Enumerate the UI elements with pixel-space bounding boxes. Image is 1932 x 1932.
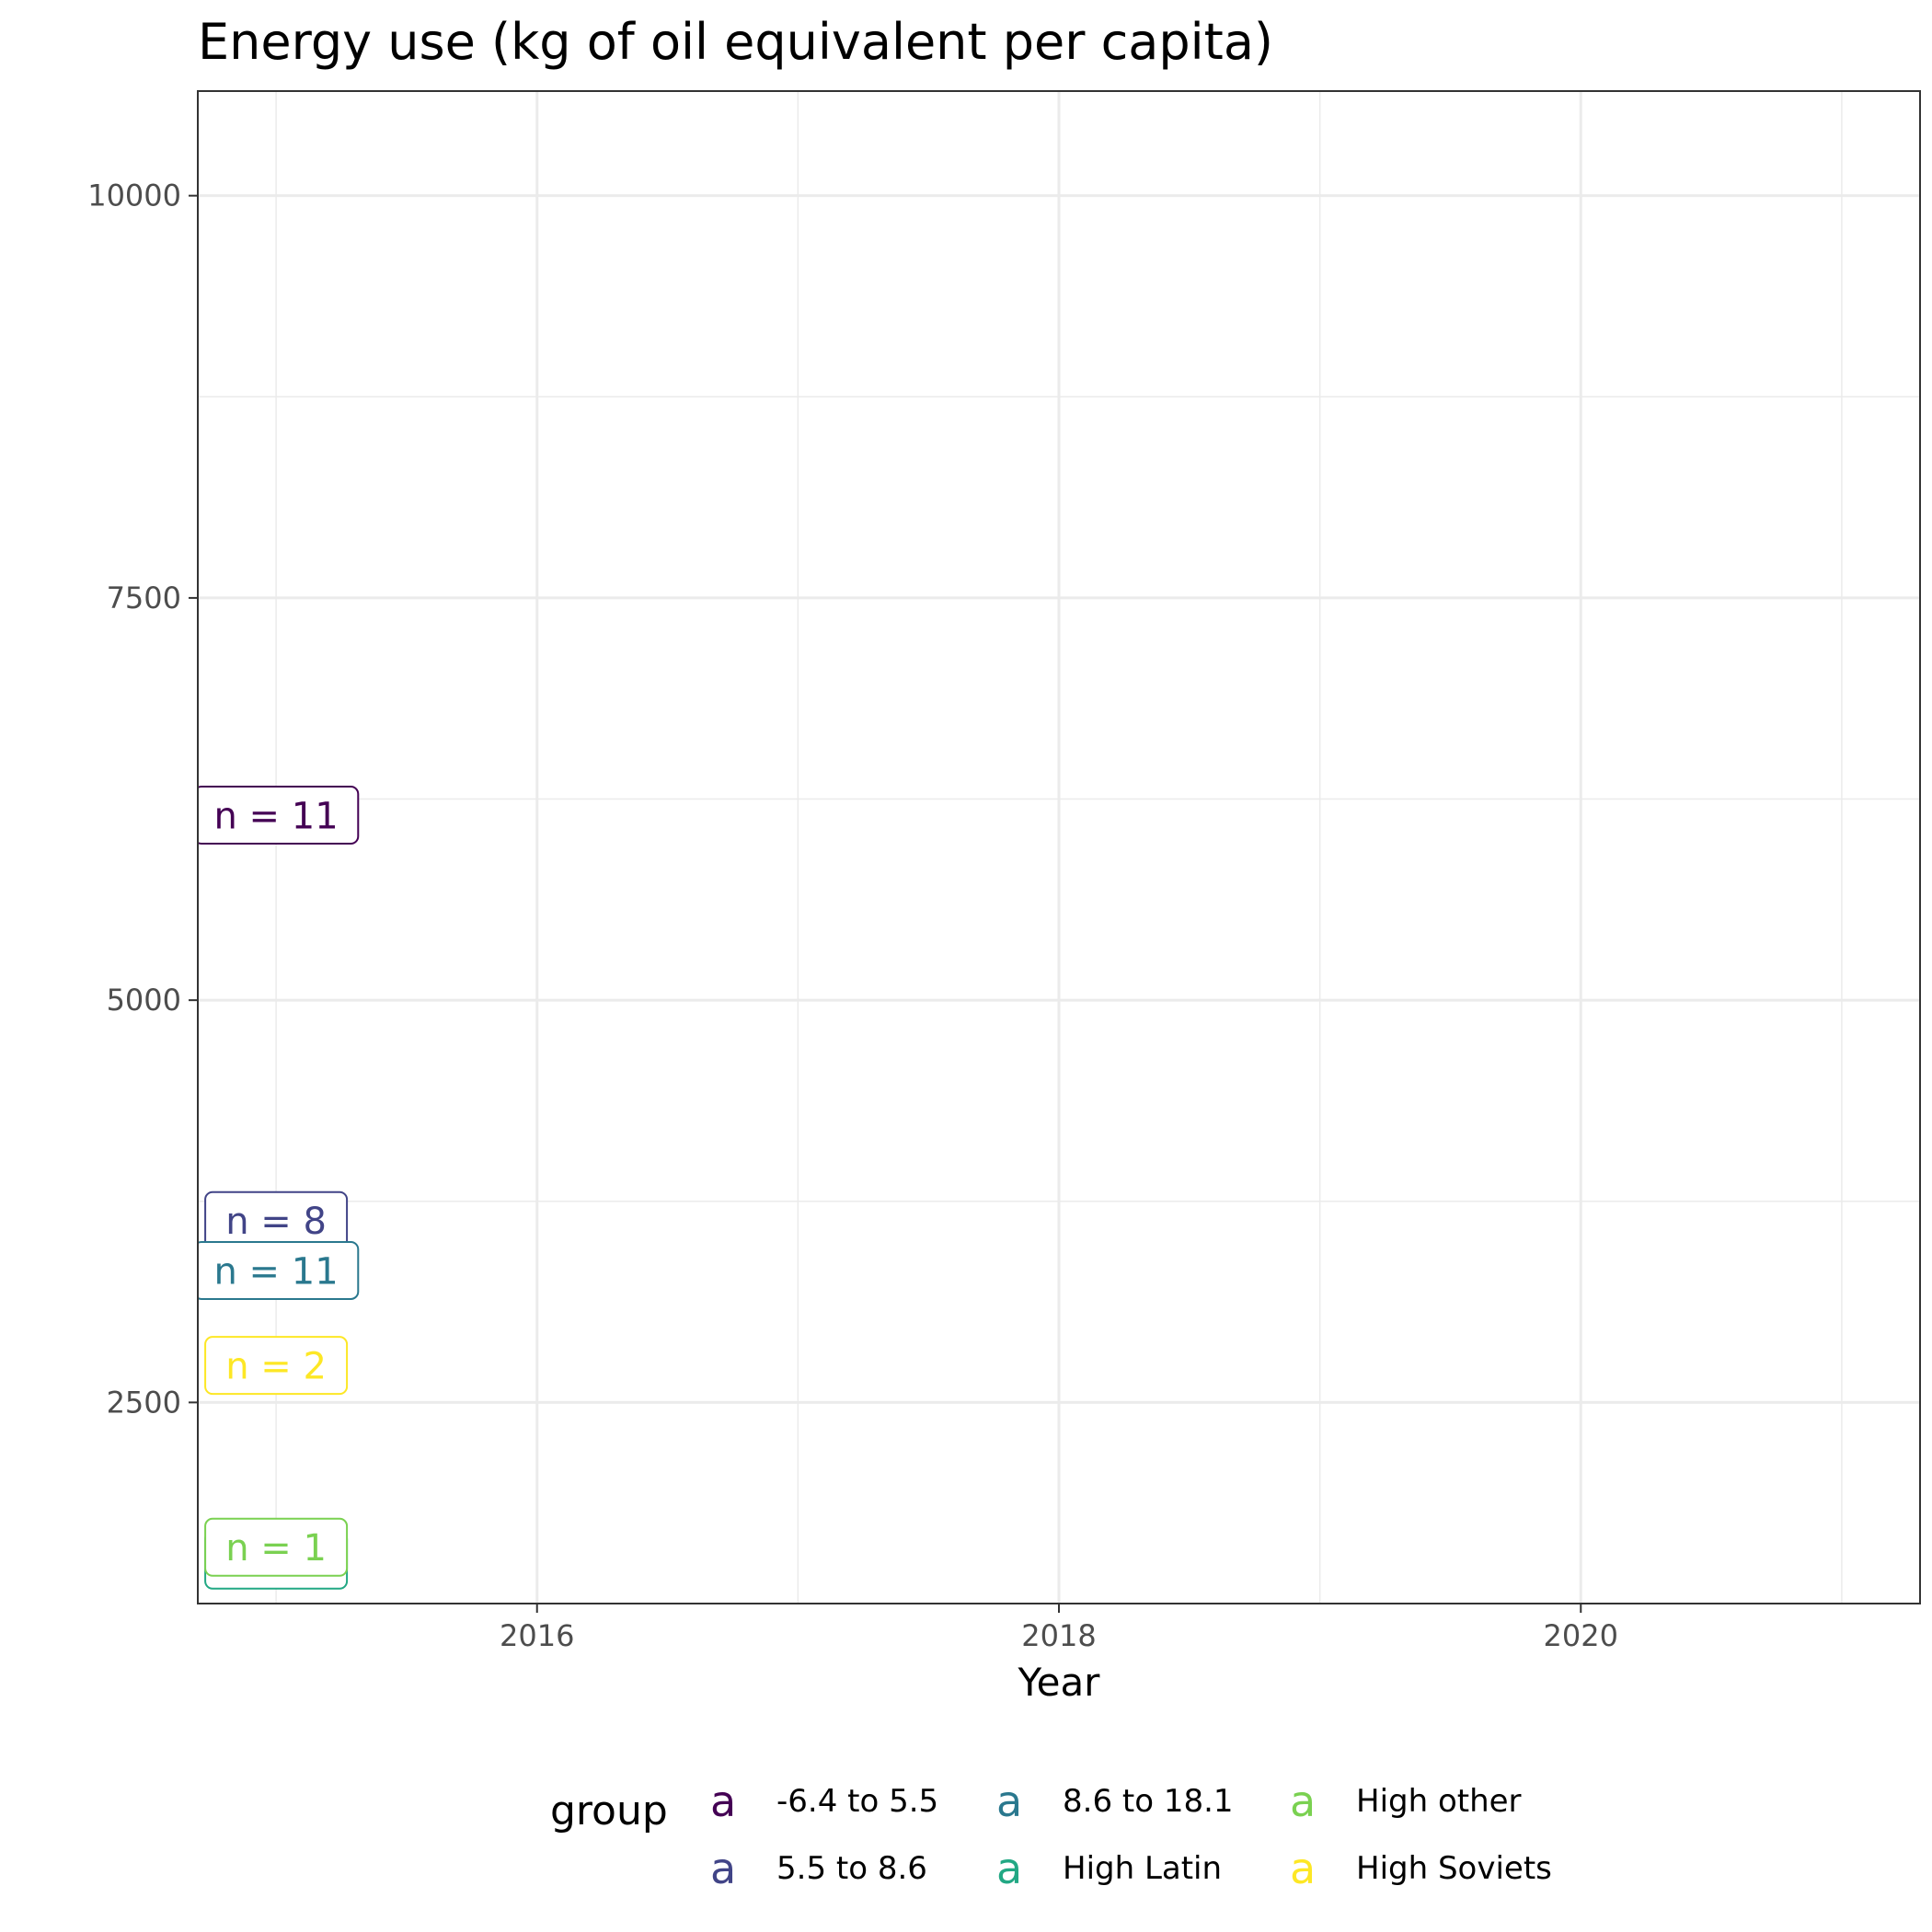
label-text: n = 11 — [213, 1250, 338, 1293]
data-labels: n = 11 n = 8 n = 11 n = 1 n = 2 — [198, 786, 360, 1590]
x-tick-label: 2016 — [500, 1618, 574, 1653]
legend-label: High Latin — [1063, 1850, 1223, 1887]
y-tick-label: 2500 — [107, 1385, 181, 1420]
y-tick-label: 7500 — [107, 581, 181, 615]
x-axis-title: Year — [1018, 1660, 1101, 1705]
x-tick-label: 2018 — [1021, 1618, 1096, 1653]
legend-key-icon: a — [1290, 1844, 1317, 1893]
x-tick-label: 2020 — [1544, 1618, 1618, 1653]
legend-label: 5.5 to 8.6 — [776, 1850, 927, 1887]
legend-label: High Soviets — [1356, 1850, 1552, 1887]
label-box — [198, 786, 360, 845]
legend-label: -6.4 to 5.5 — [776, 1783, 939, 1820]
label-text: n = 11 — [213, 795, 338, 837]
label-text: n = 8 — [225, 1201, 327, 1243]
legend-key-icon: a — [996, 1844, 1023, 1893]
y-axis: 2500 5000 7500 10000 — [87, 178, 198, 1420]
legend-key-icon: a — [1290, 1777, 1317, 1826]
legend-title: group — [550, 1788, 668, 1834]
label-box — [198, 1240, 360, 1300]
y-tick-label: 10000 — [87, 178, 181, 213]
legend-label: High other — [1356, 1783, 1522, 1820]
chart-title: Energy use (kg of oil equivalent per cap… — [198, 13, 1273, 71]
label-box — [204, 1336, 349, 1396]
data-label: n = 8 — [204, 1190, 349, 1250]
label-box — [204, 1517, 349, 1577]
label-text: n = 2 — [225, 1346, 327, 1388]
major-grid — [198, 91, 1920, 1604]
legend-key-icon: a — [710, 1777, 737, 1826]
legend-key-icon: a — [710, 1844, 737, 1893]
label-layer: n = 11 n = 8 n = 11 n = 1 n = 2 — [198, 786, 360, 1590]
legend-label: 8.6 to 18.1 — [1063, 1783, 1234, 1820]
data-label: n = 11 — [198, 1240, 360, 1300]
x-axis: 2016 2018 2020 — [500, 1604, 1618, 1653]
label-text: n = 1 — [225, 1527, 327, 1570]
y-tick-label: 5000 — [107, 983, 181, 1018]
legend: group a -6.4 to 5.5 a 5.5 to 8.6 a 8.6 t… — [0, 1748, 1932, 1932]
data-label: n = 2 — [204, 1336, 349, 1396]
legend-key-icon: a — [996, 1777, 1023, 1826]
data-label: n = 1 — [204, 1517, 349, 1577]
data-label: n = 11 — [198, 786, 360, 845]
